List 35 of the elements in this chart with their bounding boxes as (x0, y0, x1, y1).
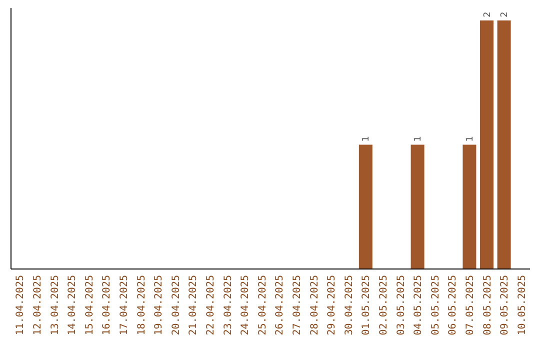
x-tick-label: 24.04.2025 (240, 275, 252, 336)
x-tick-label: 30.04.2025 (344, 275, 355, 336)
data-label: 1 (465, 136, 476, 142)
x-tick-label: 23.04.2025 (222, 275, 234, 336)
x-tick-label: 16.04.2025 (102, 275, 113, 336)
data-label: 2 (482, 12, 493, 18)
x-tick-label: 04.05.2025 (413, 275, 424, 336)
data-label: 1 (414, 136, 424, 142)
x-tick-label: 29.04.2025 (326, 275, 338, 336)
x-tick-label: 09.05.2025 (500, 275, 511, 336)
x-tick-label: 01.05.2025 (361, 275, 372, 336)
x-tick-label: 07.05.2025 (464, 275, 476, 336)
x-tick-label: 15.04.2025 (84, 275, 96, 336)
x-tick-label: 10.05.2025 (516, 275, 528, 336)
x-tick-label: 12.04.2025 (32, 275, 44, 336)
x-tick-label: 13.04.2025 (50, 275, 61, 336)
x-tick-label: 20.04.2025 (170, 275, 182, 336)
x-tick-label: 22.04.2025 (205, 275, 216, 336)
x-tick-label: 05.05.2025 (430, 275, 442, 336)
data-label: 2 (500, 12, 510, 18)
data-label: 1 (362, 136, 372, 142)
x-tick-label: 11.04.2025 (15, 275, 26, 336)
x-tick-label: 18.04.2025 (136, 275, 148, 336)
x-tick-label: 17.04.2025 (118, 275, 130, 336)
x-tick-label: 28.04.2025 (309, 275, 320, 336)
x-tick-label: 26.04.2025 (274, 275, 286, 336)
x-tick-label: 25.04.2025 (257, 275, 268, 336)
x-tick-label: 08.05.2025 (482, 275, 494, 336)
x-tick-label: 19.04.2025 (154, 275, 165, 336)
x-tick-label: 21.04.2025 (188, 275, 200, 336)
x-tick-label: 14.04.2025 (67, 275, 78, 336)
x-tick-label: 06.05.2025 (448, 275, 459, 336)
x-tick-label: 03.05.2025 (396, 275, 407, 336)
x-tick-label: 27.04.2025 (292, 275, 303, 336)
x-tick-label: 02.05.2025 (378, 275, 390, 336)
